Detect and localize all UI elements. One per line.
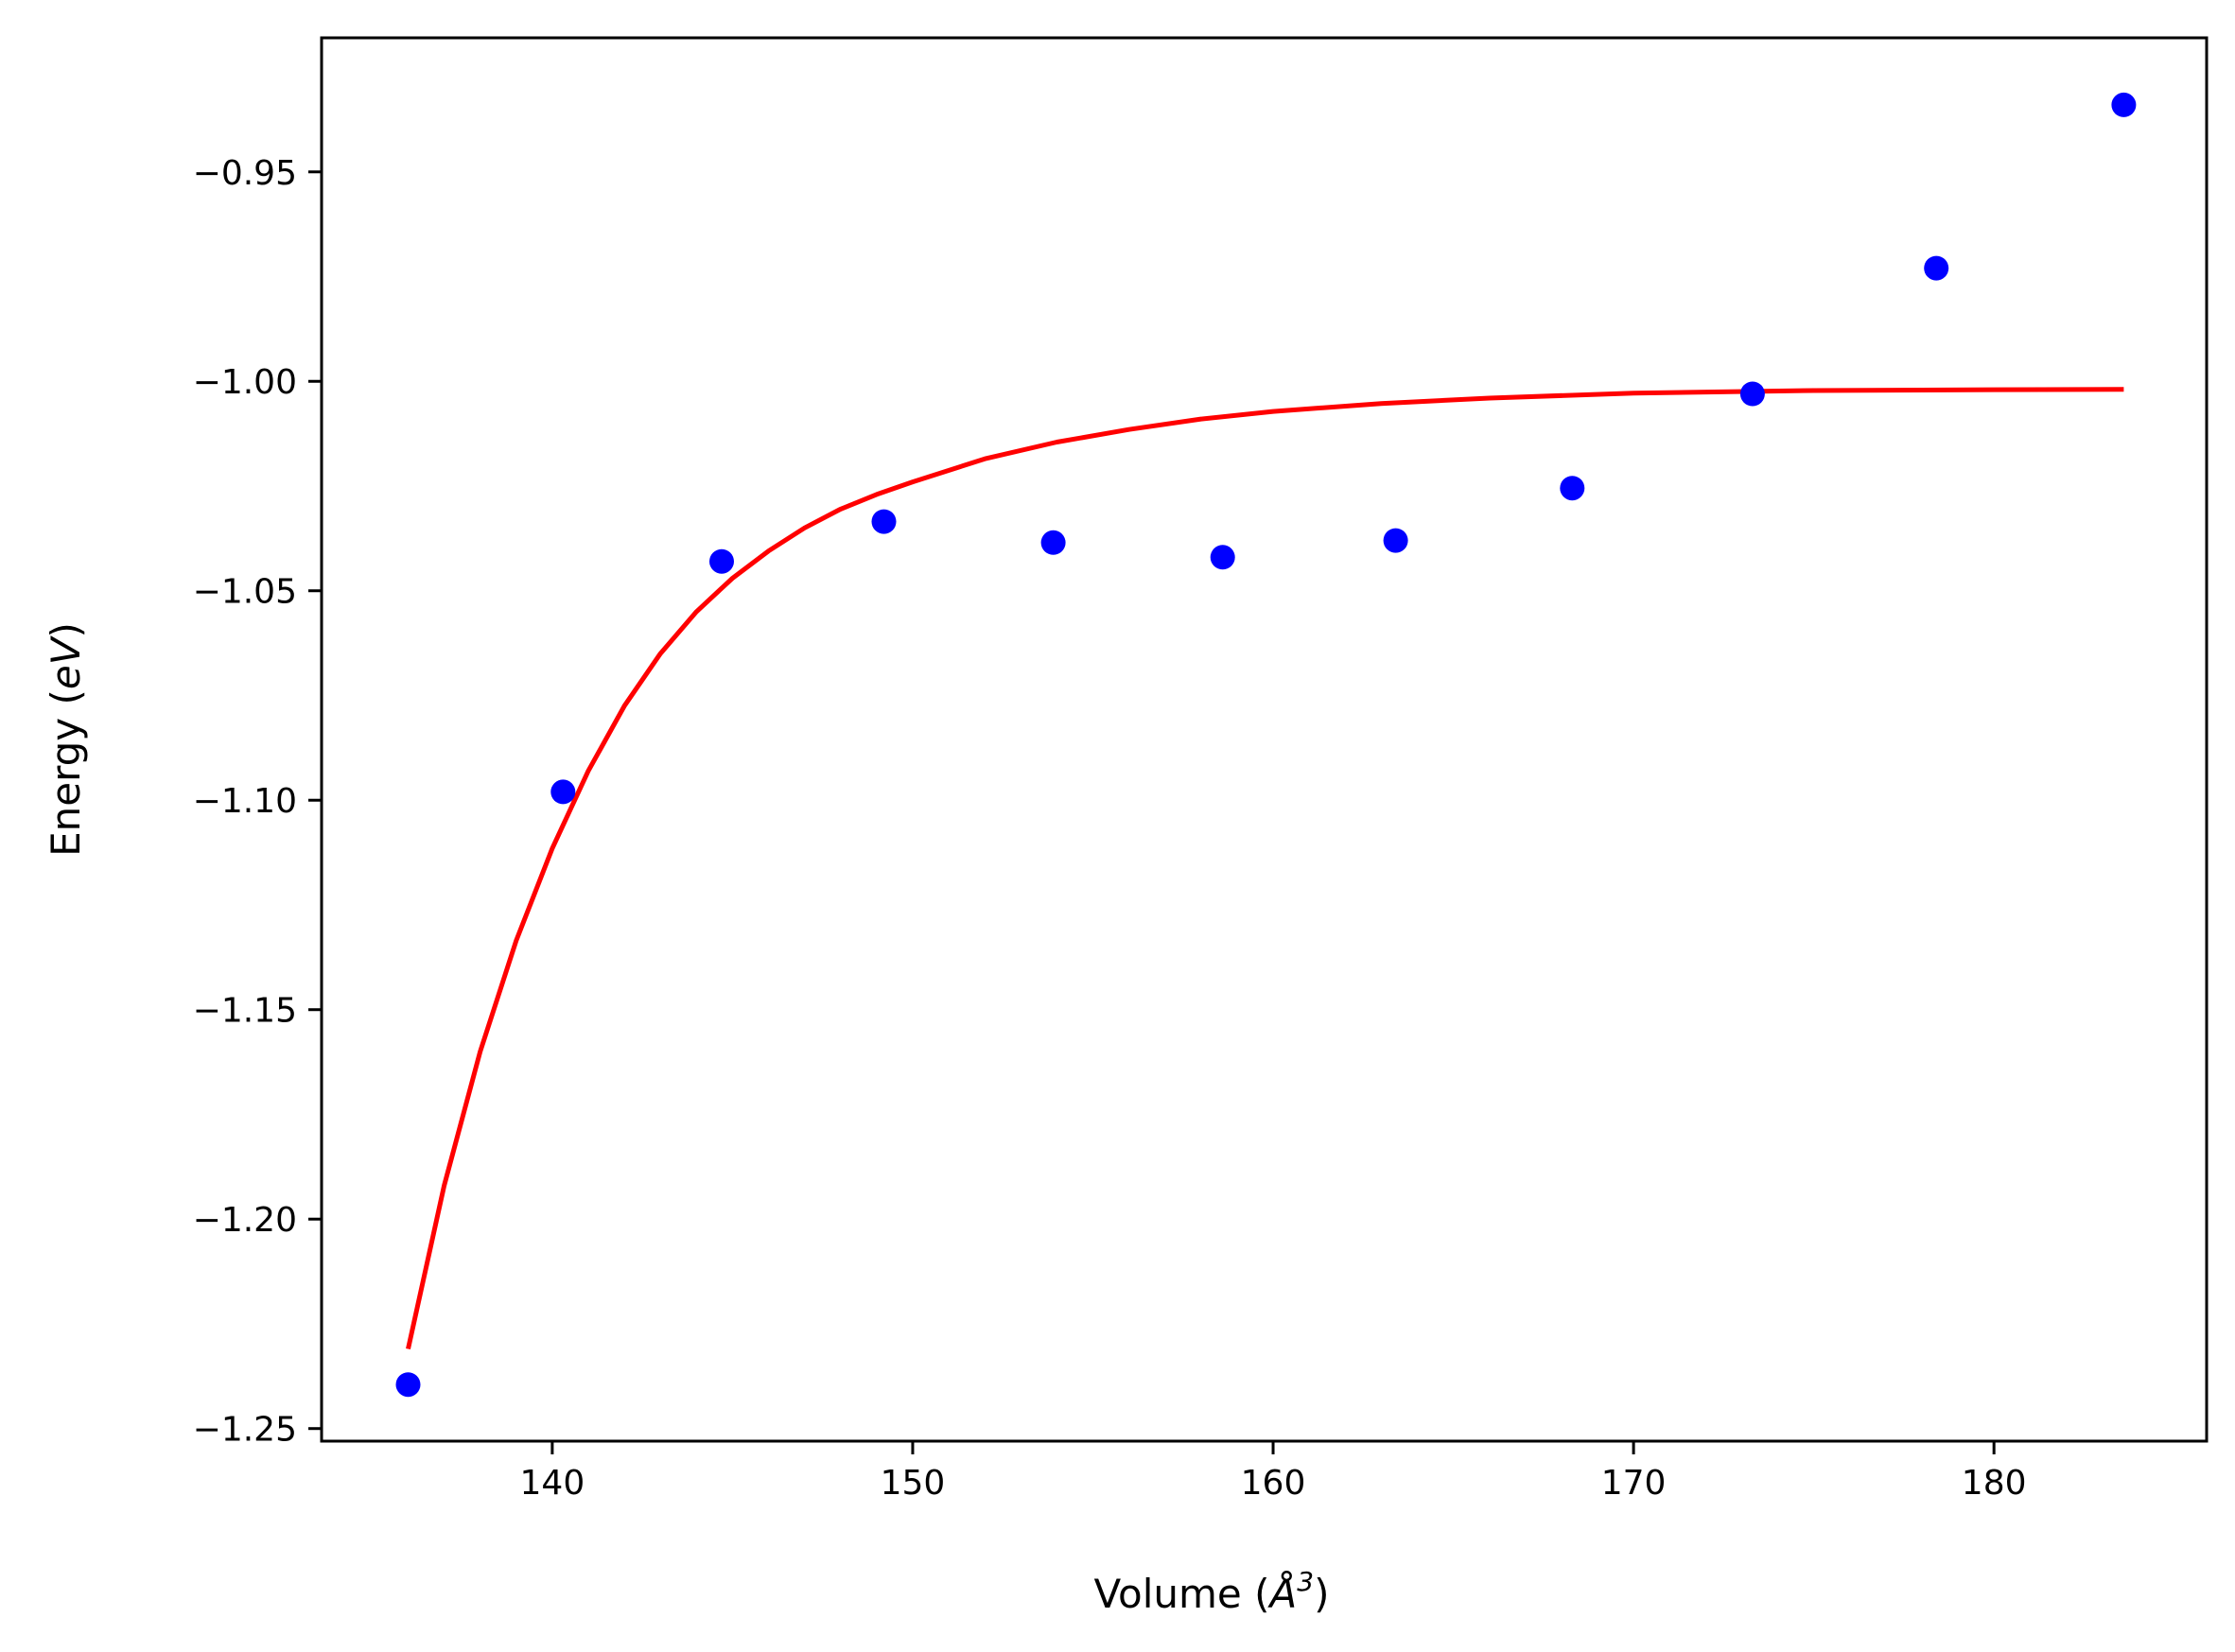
data-point <box>1383 528 1408 553</box>
y-axis-label-unit: eV <box>43 635 89 689</box>
x-axis-label: Volume (Å3) <box>1094 1566 1330 1617</box>
y-tick-label: −1.20 <box>193 1201 297 1240</box>
x-tick-label: 180 <box>1962 1464 2027 1503</box>
x-tick-label: 170 <box>1601 1464 1667 1503</box>
x-axis-label-prefix: Volume ( <box>1094 1571 1270 1617</box>
plot-area <box>320 36 2209 1443</box>
data-point <box>1924 255 1949 281</box>
data-point <box>550 779 576 805</box>
x-tick-label: 140 <box>520 1464 585 1503</box>
x-tick-label: 150 <box>881 1464 946 1503</box>
y-tick-label: −1.15 <box>193 992 297 1031</box>
x-axis-label-suffix: ) <box>1314 1571 1329 1617</box>
x-tick-label: 160 <box>1241 1464 1306 1503</box>
y-tick-label: −0.95 <box>193 154 297 193</box>
y-axis-label-prefix: Energy ( <box>43 689 89 857</box>
y-axis-label: Energy (eV) <box>43 622 89 857</box>
y-tick-label: −1.25 <box>193 1411 297 1450</box>
data-point <box>395 1372 421 1398</box>
data-point <box>1739 381 1765 407</box>
series-layer <box>395 92 2137 1398</box>
y-axis-ticks: −0.95 −1.00 −1.05 −1.10 −1.15 −1.20 −1.25 <box>193 154 322 1450</box>
x-axis-ticks: 140 150 160 170 180 <box>520 1441 2027 1503</box>
data-point <box>2111 92 2137 117</box>
data-point <box>1560 476 1585 501</box>
y-axis-label-suffix: ) <box>43 622 89 637</box>
y-tick-label: −1.00 <box>193 363 297 402</box>
x-axis-label-unit: Å <box>1267 1570 1298 1617</box>
data-point <box>1210 545 1235 570</box>
data-point <box>709 548 734 574</box>
x-axis-label-exponent: 3 <box>1297 1566 1314 1597</box>
y-tick-label: −1.05 <box>193 573 297 612</box>
data-point <box>871 509 897 534</box>
y-tick-label: −1.10 <box>193 782 297 821</box>
data-point <box>1040 530 1066 555</box>
fit-curve <box>406 387 2124 1350</box>
